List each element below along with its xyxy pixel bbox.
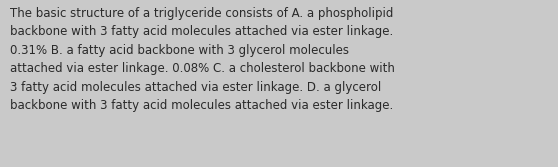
Text: The basic structure of a triglyceride consists of A. a phospholipid
backbone wit: The basic structure of a triglyceride co… xyxy=(10,7,395,112)
